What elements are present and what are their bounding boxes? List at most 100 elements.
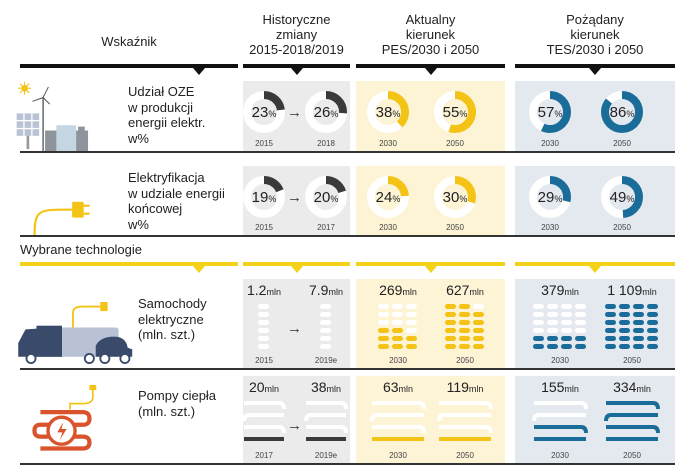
coil-segment bbox=[370, 413, 424, 422]
car-icon bbox=[392, 312, 403, 317]
car-icon bbox=[406, 320, 417, 325]
section-label: Wybrane technologie bbox=[20, 242, 143, 257]
coil-segment bbox=[532, 413, 586, 422]
count-value: 269mln bbox=[370, 282, 426, 298]
car-grid bbox=[445, 304, 484, 349]
row-label-line: (mln. szt.) bbox=[138, 403, 196, 419]
car-icon bbox=[320, 328, 331, 333]
year-label: 2018 bbox=[317, 139, 335, 148]
car-icon bbox=[406, 328, 417, 333]
value: 627 bbox=[446, 282, 470, 298]
year-label: 2017 bbox=[317, 223, 335, 232]
car-icon bbox=[647, 344, 658, 349]
value: 24 bbox=[375, 189, 393, 206]
car-icon bbox=[633, 320, 644, 325]
car-icon bbox=[378, 336, 389, 341]
coil-segment bbox=[306, 425, 348, 434]
unit: mln bbox=[402, 287, 417, 297]
count-value: 379mln bbox=[530, 282, 590, 298]
car-icon bbox=[392, 320, 403, 325]
header-historical: Historyczne zmiany 2015-2018/2019 bbox=[243, 12, 350, 57]
count-value: 1 109mln bbox=[602, 282, 662, 298]
unit: % bbox=[330, 109, 339, 119]
heat-pump-icon bbox=[32, 385, 97, 451]
value: 334 bbox=[613, 379, 637, 395]
count-value: 7.9mln bbox=[301, 282, 351, 298]
car-icon bbox=[473, 328, 484, 333]
percent-value: 26% bbox=[308, 104, 344, 121]
car-icon bbox=[533, 336, 544, 341]
coil-segment bbox=[244, 401, 286, 410]
car-icon bbox=[619, 328, 630, 333]
year-label: 2015 bbox=[255, 139, 273, 148]
row-label-line: w% bbox=[128, 216, 149, 232]
donut-chart bbox=[529, 91, 571, 133]
car-icon bbox=[533, 320, 544, 325]
car-icon bbox=[459, 312, 470, 317]
car-icon bbox=[320, 336, 331, 341]
heat-coil bbox=[604, 401, 660, 441]
row-divider bbox=[20, 368, 675, 370]
heat-coil bbox=[532, 401, 588, 441]
unit: mln bbox=[564, 384, 579, 394]
pointer-triangle bbox=[193, 266, 205, 273]
year-label: 2019e bbox=[314, 451, 338, 460]
coil-segment bbox=[439, 425, 493, 434]
donut-arc bbox=[601, 91, 643, 133]
coil-segment bbox=[606, 401, 660, 410]
car-icon bbox=[258, 312, 269, 317]
car-icon bbox=[575, 336, 586, 341]
year-label: 2050 bbox=[613, 223, 631, 232]
heat-coil bbox=[304, 401, 348, 441]
year-label: 2019e bbox=[314, 356, 338, 365]
donut-arc bbox=[434, 176, 476, 218]
section-bar bbox=[243, 262, 350, 266]
unit: % bbox=[268, 109, 277, 119]
pointer-triangle bbox=[589, 68, 601, 75]
car-icon bbox=[547, 320, 558, 325]
car-icon bbox=[561, 328, 572, 333]
coil-segment bbox=[534, 401, 588, 410]
row-label: Samochody elektryczne (mln. szt.) bbox=[138, 296, 207, 343]
car-grid bbox=[533, 304, 586, 349]
car-icon bbox=[605, 312, 616, 317]
car-icon bbox=[647, 312, 658, 317]
car-icon bbox=[320, 304, 331, 309]
count-value: 63mln bbox=[370, 379, 426, 395]
donut-chart bbox=[601, 176, 643, 218]
car-icon bbox=[547, 344, 558, 349]
value: 30 bbox=[442, 189, 460, 206]
donut-arc bbox=[305, 91, 347, 133]
car-icon bbox=[533, 312, 544, 317]
year-label: 2015 bbox=[255, 223, 273, 232]
car-icon bbox=[561, 304, 572, 309]
unit: mln bbox=[564, 287, 579, 297]
value: 1.2 bbox=[247, 282, 267, 298]
value: 19 bbox=[251, 189, 269, 206]
car-icon bbox=[406, 304, 417, 309]
donut-chart bbox=[243, 91, 285, 133]
header-bar bbox=[515, 64, 675, 68]
car-icon bbox=[258, 328, 269, 333]
car-icon bbox=[473, 344, 484, 349]
car-icon bbox=[445, 336, 456, 341]
donut-chart bbox=[305, 176, 347, 218]
year-label: 2030 bbox=[541, 139, 559, 148]
value: 20 bbox=[248, 379, 265, 395]
car-grid bbox=[320, 304, 331, 349]
car-icon bbox=[378, 320, 389, 325]
unit: mln bbox=[642, 287, 657, 297]
header-bar bbox=[243, 64, 350, 68]
car-icon bbox=[459, 304, 470, 309]
donut-arc bbox=[601, 176, 643, 218]
car-icon bbox=[605, 336, 616, 341]
header-line: zmiany bbox=[275, 27, 318, 42]
count-value: 38mln bbox=[301, 379, 351, 395]
donut-chart bbox=[434, 91, 476, 133]
panel-des bbox=[515, 166, 675, 235]
row-label-line: Elektryfikacja bbox=[128, 170, 205, 185]
header-line: PES/2030 i 2050 bbox=[381, 42, 480, 57]
header-bar bbox=[356, 64, 505, 68]
car-icon bbox=[406, 336, 417, 341]
